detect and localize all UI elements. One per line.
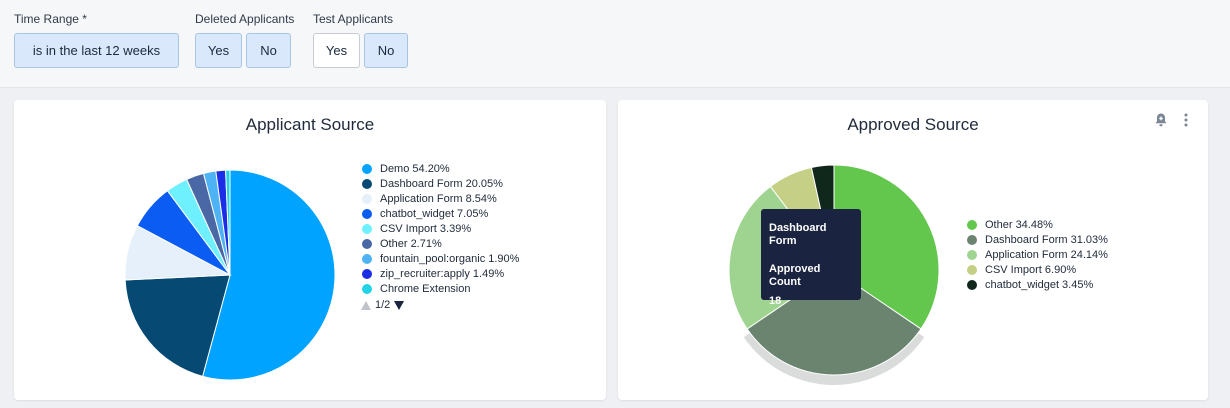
legend-item-csv-import[interactable]: CSV Import 3.39%	[360, 222, 530, 237]
time-range-label: Time Range *	[14, 12, 87, 26]
legend-prev-icon[interactable]	[360, 300, 372, 311]
legend-swatch	[362, 194, 372, 204]
deleted-yes-button[interactable]: Yes	[195, 33, 242, 68]
legend-label: chatbot_widget 3.45%	[985, 279, 1094, 291]
legend-swatch	[967, 280, 977, 290]
legend-page-number: 1/2	[375, 299, 391, 311]
legend-swatch	[362, 239, 372, 249]
legend-item-chatbot-widget[interactable]: chatbot_widget 7.05%	[360, 207, 530, 222]
approved-source-legend: Other 34.48% Dashboard Form 31.03% Applica…	[965, 218, 1115, 293]
time-range-select[interactable]: is in the last 12 weeks	[14, 33, 179, 68]
legend-item-dashboard-form[interactable]: Dashboard Form 20.05%	[360, 177, 530, 192]
legend-label: zip_recruiter:apply 1.49%	[380, 268, 505, 280]
tooltip-value: 18	[769, 295, 782, 307]
chart-tooltip: Dashboard Form Approved Count 18	[761, 209, 861, 307]
legend-item-application-form[interactable]: Application Form 8.54%	[360, 192, 530, 207]
pie-slice-chrome-extension[interactable]	[225, 169, 231, 276]
chart-title: Applicant Source	[245, 115, 375, 134]
tooltip-metric: Approved Count	[769, 263, 821, 288]
legend-swatch	[362, 269, 372, 279]
time-range-filter: Time Range * is in the last 12 weeks	[14, 12, 179, 68]
deleted-applicants-filter: Deleted Applicants Yes No	[195, 12, 294, 68]
legend-item-chrome-extension[interactable]: Chrome Extension	[360, 282, 530, 297]
legend-item-application-form[interactable]: Application Form 24.14%	[965, 248, 1115, 263]
legend-label: Other 2.71%	[380, 238, 442, 250]
pie-slice-dashboard-form[interactable]	[746, 269, 922, 376]
pie-slice-dashboard-form[interactable]	[124, 274, 231, 377]
legend-swatch	[362, 224, 372, 234]
pie-slice-demo[interactable]	[201, 169, 336, 381]
applicant-source-pie[interactable]	[110, 155, 350, 395]
legend-swatch	[362, 284, 372, 294]
legend-item-other[interactable]: Other 34.48%	[965, 218, 1115, 233]
applicant-source-card: Applicant Source Demo 54.20% Dashboard Fo…	[14, 100, 606, 400]
legend-item-chatbot-widget[interactable]: chatbot_widget 3.45%	[965, 278, 1115, 293]
legend-item-demo[interactable]: Demo 54.20%	[360, 162, 530, 177]
legend-label: Application Form 8.54%	[380, 193, 497, 205]
legend-swatch	[362, 209, 372, 219]
legend-swatch	[967, 235, 977, 245]
legend-label: Dashboard Form 20.05%	[380, 178, 503, 190]
legend-label: Demo 54.20%	[380, 163, 450, 175]
legend-label: chatbot_widget 7.05%	[380, 208, 489, 220]
legend-next-icon[interactable]	[393, 300, 405, 311]
legend-swatch	[967, 265, 977, 275]
legend-item-other[interactable]: Other 2.71%	[360, 237, 530, 252]
chart-title: Approved Source	[847, 115, 979, 134]
legend-swatch	[362, 254, 372, 264]
legend-label: Other 34.48%	[985, 219, 1053, 231]
legend-label: Chrome Extension	[380, 283, 471, 295]
legend-item-dashboard-form[interactable]: Dashboard Form 31.03%	[965, 233, 1115, 248]
deleted-no-button[interactable]: No	[246, 33, 291, 68]
test-applicants-filter: Test Applicants Yes No	[313, 12, 408, 68]
pie-slice-other[interactable]	[833, 164, 940, 330]
legend-label: fountain_pool:organic 1.90%	[380, 253, 520, 265]
alert-bell-icon[interactable]	[1153, 112, 1169, 128]
legend-item-csv-import[interactable]: CSV Import 6.90%	[965, 263, 1115, 278]
filter-bar: Time Range * is in the last 12 weeks Del…	[0, 0, 1230, 88]
tooltip-title: Dashboard Form	[769, 222, 827, 247]
test-applicants-label: Test Applicants	[313, 12, 394, 26]
legend-item-zip-recruiter-apply[interactable]: zip_recruiter:apply 1.49%	[360, 267, 530, 282]
legend-swatch	[967, 220, 977, 230]
legend-swatch	[967, 250, 977, 260]
deleted-applicants-label: Deleted Applicants	[195, 12, 295, 26]
legend-pager: 1/2	[360, 299, 530, 311]
legend-label: Application Form 24.14%	[985, 249, 1108, 261]
more-options-icon[interactable]	[1181, 112, 1191, 128]
test-yes-button[interactable]: Yes	[313, 33, 360, 68]
legend-swatch	[362, 179, 372, 189]
legend-swatch	[362, 164, 372, 174]
legend-label: Dashboard Form 31.03%	[985, 234, 1108, 246]
applicant-source-legend: Demo 54.20% Dashboard Form 20.05% Applicat…	[360, 162, 530, 311]
legend-label: CSV Import 3.39%	[380, 223, 472, 235]
test-no-button[interactable]: No	[364, 33, 408, 68]
legend-item-fountain-pool-organic[interactable]: fountain_pool:organic 1.90%	[360, 252, 530, 267]
approved-source-card: Approved Source Other 34.48% Dashboard Fo…	[618, 100, 1208, 400]
legend-label: CSV Import 6.90%	[985, 264, 1077, 276]
